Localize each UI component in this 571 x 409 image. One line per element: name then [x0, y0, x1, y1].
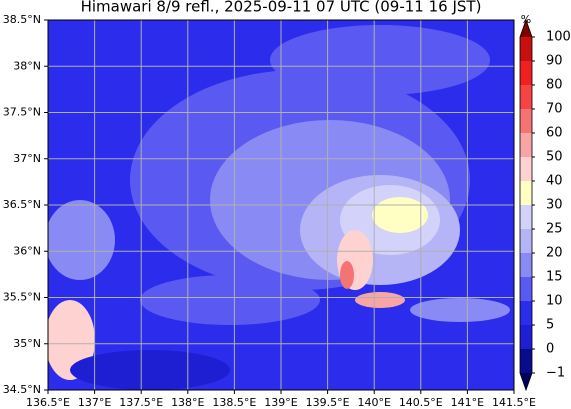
- colorbar-tick-label: 10: [546, 294, 563, 309]
- y-tick-label: 35.5°N: [3, 291, 41, 304]
- colorbar-over: [520, 20, 532, 37]
- x-tick-label: 140.5°E: [399, 396, 443, 409]
- y-tick-label: 37°N: [13, 152, 41, 165]
- colorbar-segment: [520, 133, 532, 157]
- colorbar-tick-label: 30: [546, 198, 563, 213]
- x-tick-label: 136.5°E: [26, 396, 70, 409]
- y-tick-label: 36.5°N: [3, 198, 41, 211]
- x-tick-label: 138°E: [171, 396, 204, 409]
- x-tick-label: 141.5°E: [492, 396, 536, 409]
- colorbar-segment: [520, 61, 532, 85]
- colorbar-tick-label: 50: [546, 150, 563, 165]
- colorbar-segment: [520, 301, 532, 325]
- colorbar-under: [520, 373, 532, 390]
- colorbar-segment: [520, 253, 532, 277]
- title: Himawari 8/9 refl., 2025-09-11 07 UTC (0…: [81, 0, 482, 16]
- colorbar-segment: [520, 325, 532, 349]
- y-tick-label: 36°N: [13, 244, 41, 257]
- colorbar-tick-label: 100: [546, 30, 571, 45]
- colorbar-segment: [520, 37, 532, 61]
- x-tick-label: 141°E: [451, 396, 484, 409]
- colorbar-tick-label: 80: [546, 78, 563, 93]
- colorbar-segment: [520, 181, 532, 205]
- colorbar-segment: [520, 157, 532, 181]
- colorbar-tick-label: 20: [546, 246, 563, 261]
- colorbar-tick-label: 15: [546, 270, 563, 285]
- colorbar-segment: [520, 349, 532, 373]
- colorbar-segment: [520, 85, 532, 109]
- colorbar-segment: [520, 229, 532, 253]
- y-tick-label: 38.5°N: [3, 13, 41, 26]
- x-tick-label: 138.5°E: [212, 396, 256, 409]
- colorbar-segment: [520, 205, 532, 229]
- colorbar-tick-label: 90: [546, 54, 563, 69]
- y-tick-label: 34.5°N: [3, 383, 41, 396]
- colorbar-segment: [520, 277, 532, 301]
- x-tick-label: 140°E: [357, 396, 390, 409]
- colorbar-tick-label: 5: [546, 318, 554, 333]
- x-tick-label: 137.5°E: [119, 396, 163, 409]
- x-tick-label: 137°E: [78, 396, 111, 409]
- colorbar-tick-label: 40: [546, 174, 563, 189]
- colorbar-tick-label: 25: [546, 222, 563, 237]
- colorbar-tick-label: 70: [546, 102, 563, 117]
- x-tick-label: 139°E: [264, 396, 297, 409]
- x-tick-label: 139.5°E: [306, 396, 350, 409]
- colorbar-tick-label: 60: [546, 126, 563, 141]
- y-tick-label: 37.5°N: [3, 106, 41, 119]
- colorbar-segment: [520, 109, 532, 133]
- colorbar-tick-label: 0: [546, 342, 554, 357]
- y-tick-label: 35°N: [13, 337, 41, 350]
- y-tick-label: 38°N: [13, 59, 41, 72]
- colorbar-tick-label: −1: [546, 366, 565, 381]
